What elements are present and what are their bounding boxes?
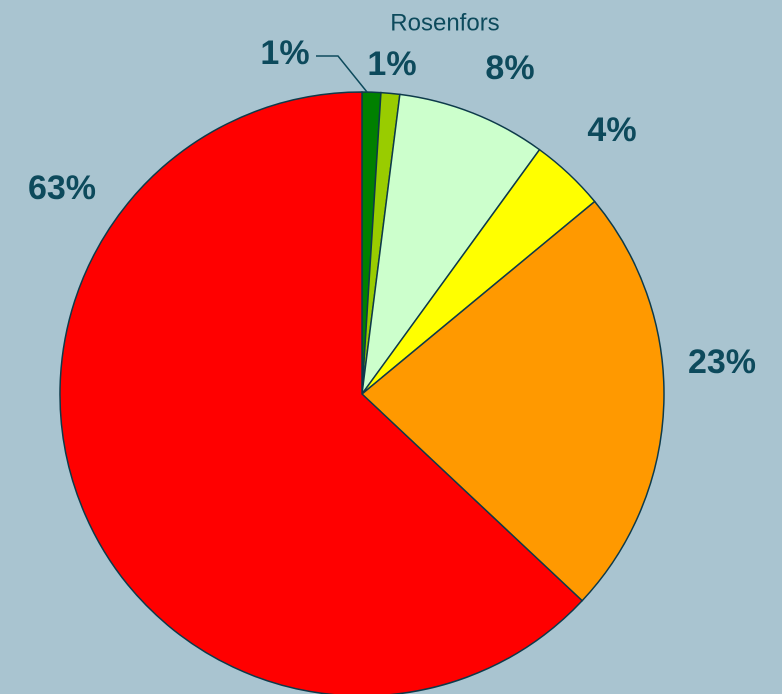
annotation: Rosenfors xyxy=(390,9,499,36)
pie-slice xyxy=(59,91,584,694)
pie-slice xyxy=(361,93,541,395)
leader-line xyxy=(316,55,368,93)
data-label: 4% xyxy=(587,111,636,149)
data-label: 1% xyxy=(260,34,309,72)
data-label: 63% xyxy=(28,169,96,207)
data-label: 23% xyxy=(688,343,756,381)
pie-slice xyxy=(360,200,665,602)
data-label: 1% xyxy=(367,45,416,83)
data-label: 8% xyxy=(485,49,534,87)
